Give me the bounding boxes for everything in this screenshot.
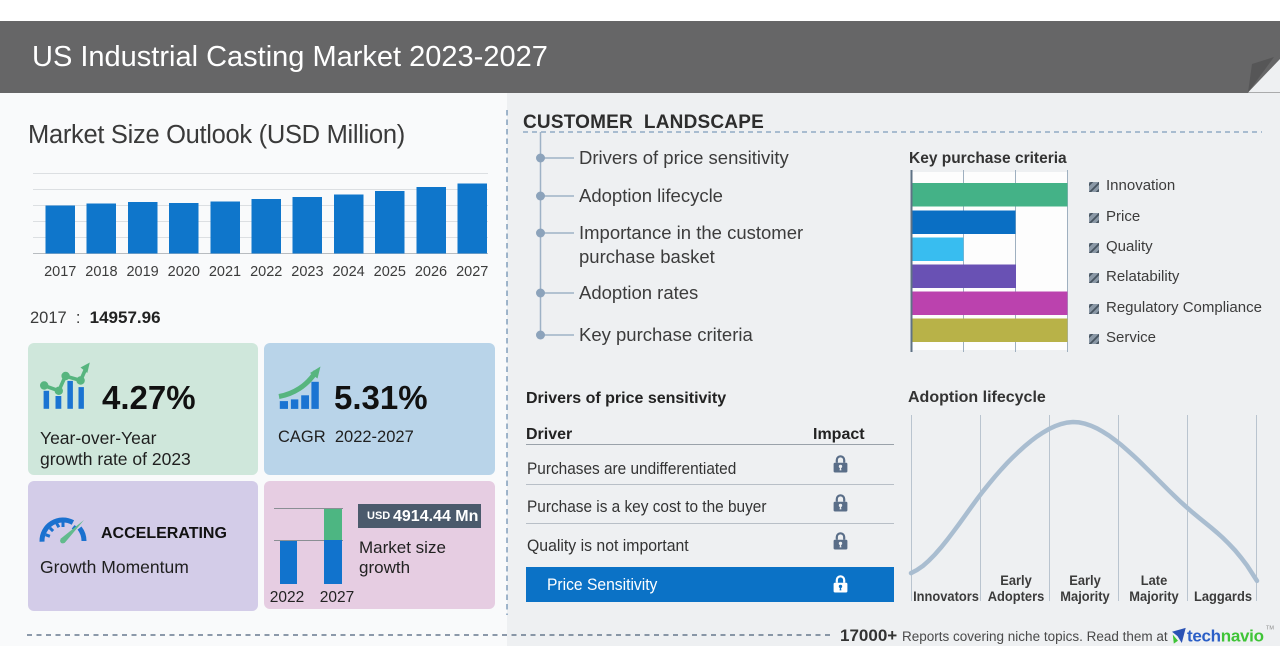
svg-text:2020: 2020 [168,264,200,280]
svg-text:2022: 2022 [250,264,282,280]
svg-text:2027: 2027 [456,264,488,280]
svg-text:TM: TM [1266,626,1274,632]
svg-text:2021: 2021 [209,264,241,280]
svg-text:2027: 2027 [320,589,354,606]
svg-text:2025: 2025 [374,264,406,280]
svg-text:2022: 2022 [270,589,304,606]
svg-text:2017: 2017 [44,264,76,280]
svg-text:2018: 2018 [85,264,117,280]
svg-text:technavio: technavio [1187,627,1264,646]
svg-text:2023: 2023 [291,264,323,280]
svg-text:2026: 2026 [415,264,447,280]
svg-text:2019: 2019 [126,264,158,280]
svg-text:2024: 2024 [332,264,364,280]
